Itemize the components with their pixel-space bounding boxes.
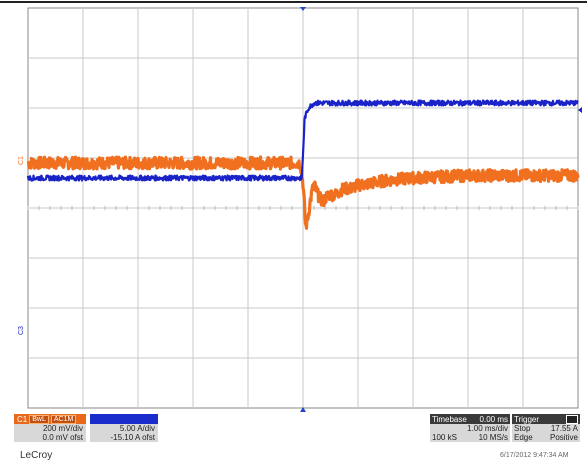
timebase-body: 1.00 ms/div 100 kS 10 MS/s xyxy=(430,424,510,442)
trigger-time-marker[interactable] xyxy=(300,407,306,412)
trigger-slope: Positive xyxy=(549,433,578,442)
timebase-panel[interactable]: Timebase 0.00 ms 1.00 ms/div 100 kS 10 M… xyxy=(430,414,510,450)
trigger-body: Stop 17.55 A Edge Positive xyxy=(512,424,580,442)
c1-offset: 0.0 mV ofst xyxy=(42,433,83,442)
trigger-top-marker xyxy=(300,7,306,11)
trigger-channel-icon xyxy=(566,414,578,424)
timebase-rate: 10 MS/s xyxy=(478,433,508,442)
timebase-tdiv: 1.00 ms/div xyxy=(467,424,508,433)
c3-ground-marker[interactable]: C3 xyxy=(18,326,25,335)
brand-logo: LeCroy xyxy=(20,450,53,461)
trigger-state: Stop xyxy=(514,424,531,433)
c3-body: 5.00 A/div -15.10 A ofst xyxy=(90,424,158,442)
timebase-delay: 0.00 ms xyxy=(479,414,508,424)
timestamp: 6/17/2012 9:47:34 AM xyxy=(500,452,569,459)
c3-header xyxy=(90,414,158,424)
c1-vdiv: 200 mV/div xyxy=(42,424,83,433)
trace-c1 xyxy=(26,155,580,230)
timebase-header: Timebase 0.00 ms xyxy=(430,414,510,424)
channel-c1-panel[interactable]: C1 BwL AC1M 200 mV/div 0.0 mV ofst xyxy=(14,414,86,450)
c1-body: 200 mV/div 0.0 mV ofst xyxy=(14,424,86,442)
c1-mode-badge: AC1M xyxy=(50,414,77,424)
trigger-header: Trigger xyxy=(512,414,580,424)
c3-vdiv: 5.00 A/div xyxy=(119,424,155,433)
c1-coupling-badge: BwL xyxy=(29,414,49,424)
c1-ground-marker[interactable]: C1 xyxy=(18,156,25,165)
channel-c3-panel[interactable]: 5.00 A/div -15.10 A ofst xyxy=(90,414,158,450)
trace-c3 xyxy=(26,99,579,182)
timebase-label: Timebase xyxy=(432,414,467,424)
trigger-label: Trigger xyxy=(514,414,540,424)
timebase-samples: 100 kS xyxy=(432,433,457,442)
trigger-level-marker[interactable] xyxy=(578,107,582,113)
c1-header: C1 BwL AC1M xyxy=(14,414,86,424)
c1-label: C1 xyxy=(17,414,28,424)
c3-offset: -15.10 A ofst xyxy=(110,433,155,442)
trigger-panel[interactable]: Trigger Stop 17.55 A Edge Positive xyxy=(512,414,580,450)
trigger-level: 17.55 A xyxy=(550,424,578,433)
trigger-type: Edge xyxy=(514,433,533,442)
